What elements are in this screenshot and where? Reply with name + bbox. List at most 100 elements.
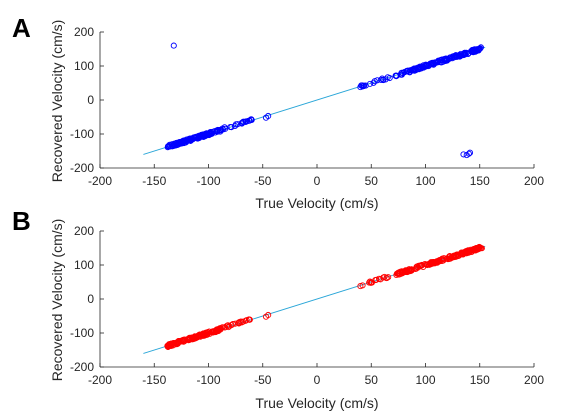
panel-a-data-point [246,117,253,124]
panel-a-data-point [377,76,384,83]
panel-a-data-point [222,125,229,132]
panel-b-data-point [446,253,453,260]
panel-b-x-tick-label: 100 [415,373,435,387]
panel-b-y-tick-label: 200 [74,224,94,238]
panel-b: B Recovered Velocity (cm/s) True Velocit… [12,206,544,411]
panel-b-data-point [478,245,485,252]
panel-b-label: B [12,206,31,236]
panel-b-data-point [238,319,245,326]
panel-a-data-point [228,124,235,131]
panel-b-data-point [223,322,231,329]
panel-a-data-point [207,129,214,136]
panel-a-data-point [231,122,239,129]
panel-a-data-point [392,72,399,79]
panel-a-data-point [423,62,430,70]
panel-b-x-tick-label: 200 [524,373,544,387]
panel-a-x-axis-label: True Velocity (cm/s) [255,195,378,211]
panel-a-y-tick-label: 0 [87,93,94,107]
panel-b-data-point [367,279,374,286]
panel-a-data-point [176,140,184,147]
panel-b-data-point [424,261,431,268]
panel-a-data-point [186,137,193,144]
panel-b-data-point [208,328,216,336]
panel-a-data-point [165,143,172,150]
panel-a-y-axis-label: Recovered Velocity (cm/s) [49,20,65,183]
panel-b-x-tick-label: -50 [254,373,272,387]
panel-a-data-point [262,114,270,121]
panel-a-x-tick-label: 200 [524,174,544,188]
panel-a-data-point [454,53,461,60]
panel-b-data-point [393,271,400,279]
panel-a-data-point [181,137,188,144]
panel-b-data-point [450,252,457,259]
panel-b-data-point [373,276,380,283]
panel-a-data-point [170,42,177,49]
panel-a-x-tick-label: 0 [314,174,321,188]
panel-a-data-point [437,57,444,64]
panel-a-data-point [380,77,387,84]
panel-b-data-point [189,336,196,343]
panel-b-x-tick-label: 150 [470,373,490,387]
panel-b-x-tick-label: -100 [196,373,220,387]
panel-b-x-tick-label: -200 [88,373,112,387]
panel-a-data-point [407,67,414,74]
panel-a-x-tick-label: -100 [196,174,220,188]
panel-a-data-point [410,66,417,73]
panel-b-data-point [403,267,410,274]
panel-a-y-tick-label: 200 [74,25,94,39]
panel-b-plot-area: -200 -150 -100 -50 0 50 100 150 200 -200 -100 0 100 2… [70,224,544,387]
panel-b-y-tick-label: 100 [74,258,94,272]
panel-a-data-point [359,83,366,90]
panel-b-data-point [196,332,203,339]
panel-b-data-point [239,318,247,325]
panel-a-label: A [12,13,31,43]
panel-b-y-tick-label: -100 [70,326,94,340]
panel-b-data-point [433,258,441,265]
panel-a-data-point [430,60,437,68]
panel-a-data-point [242,118,249,126]
panel-b-y-tick-label: 0 [87,292,94,306]
panel-a-data-point [374,77,381,84]
panel-b-data-point [164,342,171,349]
panel-b-x-axis-label: True Velocity (cm/s) [255,395,378,411]
panel-b-data-point [421,261,428,268]
panel-a-x-tick-label: 50 [365,174,379,188]
panel-b-data-point [175,339,182,346]
panel-a-data-point [366,80,374,87]
panel-a-x-tick-label: 100 [415,174,435,188]
panel-b-data-point [199,331,206,338]
panel-b-data-point [460,249,467,256]
panel-b-data-point [232,320,239,327]
panel-a-data-point [386,74,393,82]
panel-a-x-tick-label: -200 [88,174,112,188]
panel-b-data-point [237,318,244,325]
panel-b-data-point [225,324,232,331]
panel-a-data-point [206,130,213,137]
panel-a-data-point [466,149,474,156]
panel-a-data-point [200,131,207,138]
panel-b-x-tick-label: -150 [142,373,166,387]
panel-a-data-point [465,150,472,157]
panel-b-data-point [463,249,470,256]
panel-a: A Recovered Velocity (cm/s) True Velocit… [12,13,544,211]
panel-b-data-point [245,316,253,323]
panel-a-x-tick-label: -50 [254,174,272,188]
panel-b-x-tick-label: 50 [365,373,379,387]
panel-b-y-axis-label: Recovered Velocity (cm/s) [49,219,65,382]
panel-a-data-point [471,46,478,53]
panel-a-data-point [429,59,436,66]
panel-a-data-point [167,143,174,150]
panel-a-data-point [398,71,405,78]
panel-a-x-tick-label: 150 [470,174,490,188]
panel-a-y-tick-label: -100 [70,127,94,141]
panel-a-data-point [166,141,173,148]
panel-b-data-point [406,267,413,274]
panel-a-data-point [411,67,418,74]
panel-a-data-point [238,119,245,126]
panel-a-data-point [468,48,475,55]
panel-b-data-point [435,257,443,264]
panel-b-data-point [413,265,420,272]
panel-b-y-tick-label: -200 [70,360,94,374]
panel-b-data-point [417,262,425,269]
